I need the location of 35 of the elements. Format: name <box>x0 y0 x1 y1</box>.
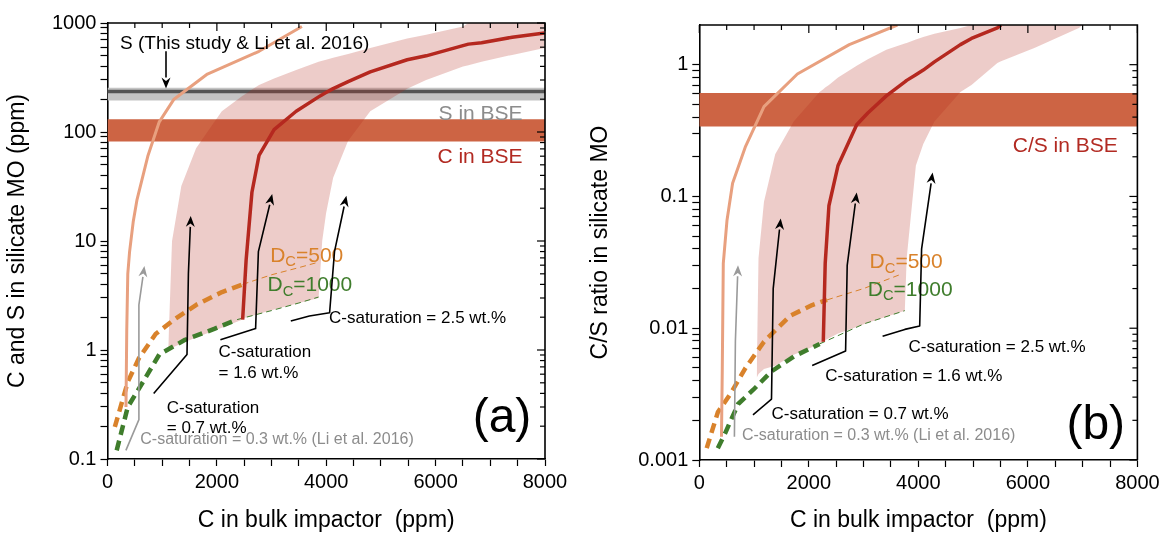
x-tick-label: 2000 <box>786 470 832 493</box>
x-tick-label: 4000 <box>896 470 941 493</box>
annotation: (b) <box>1066 396 1126 450</box>
y-tick-label: 100 <box>63 119 97 142</box>
annotation: C-saturation = 1.6 wt.% <box>825 366 1003 386</box>
x-tick-label: 0 <box>693 470 705 493</box>
y-tick-label: 1 <box>85 337 97 360</box>
x-tick-label: 6000 <box>413 469 458 492</box>
band-label: C in BSE <box>437 143 523 167</box>
y-tick-label: 1000 <box>52 10 97 33</box>
x-axis-title: C in bulk impactor (ppm) <box>789 505 1047 532</box>
x-tick-label: 0 <box>101 469 114 492</box>
x-tick-label: 4000 <box>304 469 349 492</box>
annotation: C-saturation = 1.6 wt.% <box>218 342 312 382</box>
x-tick-label: 6000 <box>1005 470 1051 493</box>
x-axis-title: C in bulk impactor (ppm) <box>197 505 455 532</box>
x-tick-label: 2000 <box>194 469 240 492</box>
y-axis-title: C/S ratio in silicate MO <box>586 125 613 360</box>
y-axis-title: C and S in silicate MO (ppm) <box>3 94 30 388</box>
annotation: C-saturation = 0.3 wt.% (Li et al. 2016) <box>741 426 1016 444</box>
band-label: C/S in BSE <box>1012 132 1118 156</box>
y-tick-label: 0.1 <box>660 183 689 206</box>
band-label: S in BSE <box>438 100 523 124</box>
y-tick-label: 0.1 <box>68 446 97 469</box>
x-tick-label: 8000 <box>522 469 568 492</box>
ref-line-label: S (This study & Li et al. 2016) <box>120 32 370 54</box>
y-tick-label: 0.001 <box>638 447 689 470</box>
y-tick-label: 0.01 <box>649 315 689 338</box>
annotation: C-saturation = 2.5 wt.% <box>908 337 1086 357</box>
y-tick-label: 10 <box>74 228 97 251</box>
annotation: (a) <box>472 388 532 442</box>
y-tick-label: 1 <box>677 52 689 75</box>
x-tick-label: 8000 <box>1115 470 1160 493</box>
annotation: C-saturation = 2.5 wt.% <box>328 307 507 327</box>
annotation: C-saturation = 0.7 wt.% <box>771 403 949 423</box>
